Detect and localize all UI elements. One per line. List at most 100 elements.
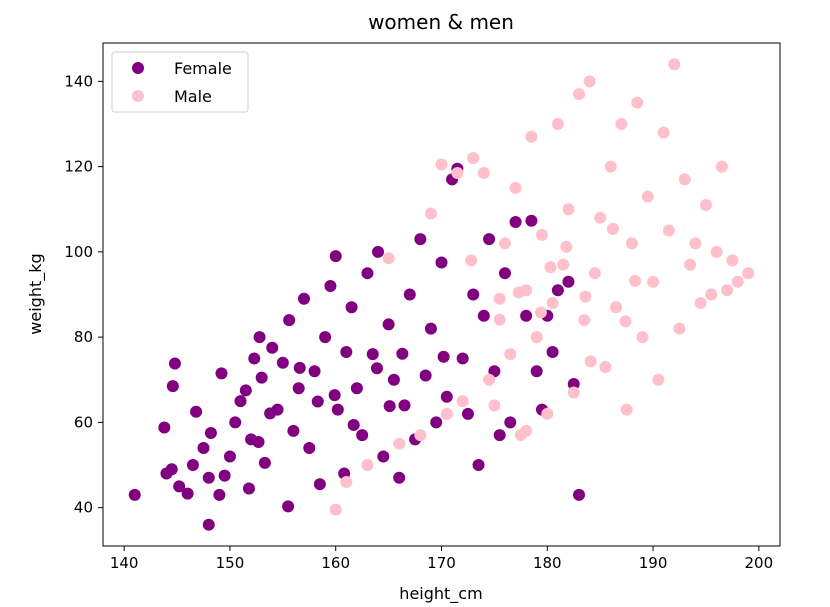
point-male-35 xyxy=(594,211,607,224)
point-female-67 xyxy=(467,288,480,301)
point-male-73 xyxy=(493,313,506,326)
point-female-94 xyxy=(252,435,265,448)
legend-label-female: Female xyxy=(174,59,232,78)
y-axis-label: weight_kg xyxy=(26,253,46,334)
point-female-29 xyxy=(276,356,289,369)
point-female-21 xyxy=(242,482,255,495)
plot-frame xyxy=(102,42,781,547)
point-female-51 xyxy=(382,318,395,331)
point-male-64 xyxy=(544,261,557,274)
point-female-48 xyxy=(366,348,379,361)
point-male-50 xyxy=(673,322,686,335)
point-male-29 xyxy=(562,203,575,216)
point-male-70 xyxy=(606,222,619,235)
point-female-19 xyxy=(234,395,247,408)
point-male-52 xyxy=(684,258,697,271)
point-female-54 xyxy=(398,399,411,412)
point-male-1 xyxy=(340,476,353,489)
point-female-40 xyxy=(329,250,342,263)
legend-marker-male xyxy=(132,90,144,102)
y-axis: 40 60 80 100 120 140 xyxy=(64,72,103,517)
point-female-85 xyxy=(573,488,586,501)
point-male-26 xyxy=(546,297,559,310)
point-female-41 xyxy=(331,403,344,416)
point-male-9 xyxy=(451,167,464,180)
point-male-66 xyxy=(619,315,632,328)
point-female-26 xyxy=(258,456,271,469)
point-female-53 xyxy=(393,471,406,484)
point-male-31 xyxy=(573,88,586,101)
point-female-5 xyxy=(158,421,171,434)
point-male-44 xyxy=(641,190,654,203)
point-female-86 xyxy=(293,361,306,374)
point-female-49 xyxy=(372,245,385,258)
y-tick-label-120: 120 xyxy=(64,158,93,176)
point-male-45 xyxy=(647,275,660,288)
point-male-6 xyxy=(424,207,437,220)
point-male-43 xyxy=(636,331,649,344)
point-male-18 xyxy=(504,348,517,361)
point-female-2 xyxy=(165,463,178,476)
point-female-61 xyxy=(435,256,448,269)
point-female-92 xyxy=(328,389,341,402)
point-male-56 xyxy=(705,288,718,301)
point-female-62 xyxy=(440,390,453,403)
point-female-57 xyxy=(414,233,427,246)
point-female-46 xyxy=(356,429,369,442)
plot-area xyxy=(128,58,755,531)
point-female-38 xyxy=(319,331,332,344)
point-male-34 xyxy=(588,267,601,280)
point-female-50 xyxy=(377,450,390,463)
point-female-82 xyxy=(551,284,564,297)
point-female-74 xyxy=(504,416,517,429)
point-female-14 xyxy=(213,488,226,501)
point-male-2 xyxy=(361,459,374,472)
point-male-65 xyxy=(579,290,592,303)
point-male-25 xyxy=(541,407,554,420)
point-female-45 xyxy=(350,382,363,395)
point-male-63 xyxy=(520,424,533,437)
point-female-55 xyxy=(403,288,416,301)
point-female-24 xyxy=(253,331,266,344)
x-tick-label-170: 170 xyxy=(427,554,456,572)
point-male-0 xyxy=(329,503,342,516)
point-female-10 xyxy=(197,441,210,454)
point-female-20 xyxy=(239,384,252,397)
point-female-15 xyxy=(218,469,231,482)
point-female-23 xyxy=(248,352,261,365)
legend: Female Male xyxy=(111,51,249,113)
point-male-38 xyxy=(610,301,623,314)
point-female-31 xyxy=(283,314,296,327)
point-female-11 xyxy=(202,471,215,484)
point-female-73 xyxy=(498,267,511,280)
point-male-27 xyxy=(551,117,564,130)
point-male-62 xyxy=(742,267,755,280)
point-male-13 xyxy=(477,167,490,180)
point-female-69 xyxy=(477,309,490,322)
point-male-58 xyxy=(715,160,728,173)
point-male-51 xyxy=(678,173,691,186)
point-female-27 xyxy=(266,341,279,354)
point-female-78 xyxy=(530,365,543,378)
point-female-18 xyxy=(229,416,242,429)
point-female-60 xyxy=(430,416,443,429)
point-female-37 xyxy=(313,478,326,491)
point-female-91 xyxy=(370,362,383,375)
x-tick-label-200: 200 xyxy=(745,554,774,572)
point-male-4 xyxy=(393,437,406,450)
point-female-72 xyxy=(493,429,506,442)
point-female-39 xyxy=(324,279,337,292)
y-tick-label-80: 80 xyxy=(74,328,93,346)
point-female-34 xyxy=(297,292,310,305)
point-male-55 xyxy=(699,198,712,211)
point-male-30 xyxy=(567,386,580,399)
point-male-40 xyxy=(620,403,633,416)
point-male-59 xyxy=(721,284,734,297)
y-tick-label-40: 40 xyxy=(74,499,93,517)
point-female-89 xyxy=(396,347,409,360)
point-male-16 xyxy=(493,292,506,305)
point-male-68 xyxy=(584,355,597,368)
point-female-17 xyxy=(223,450,236,463)
point-male-12 xyxy=(467,152,480,165)
